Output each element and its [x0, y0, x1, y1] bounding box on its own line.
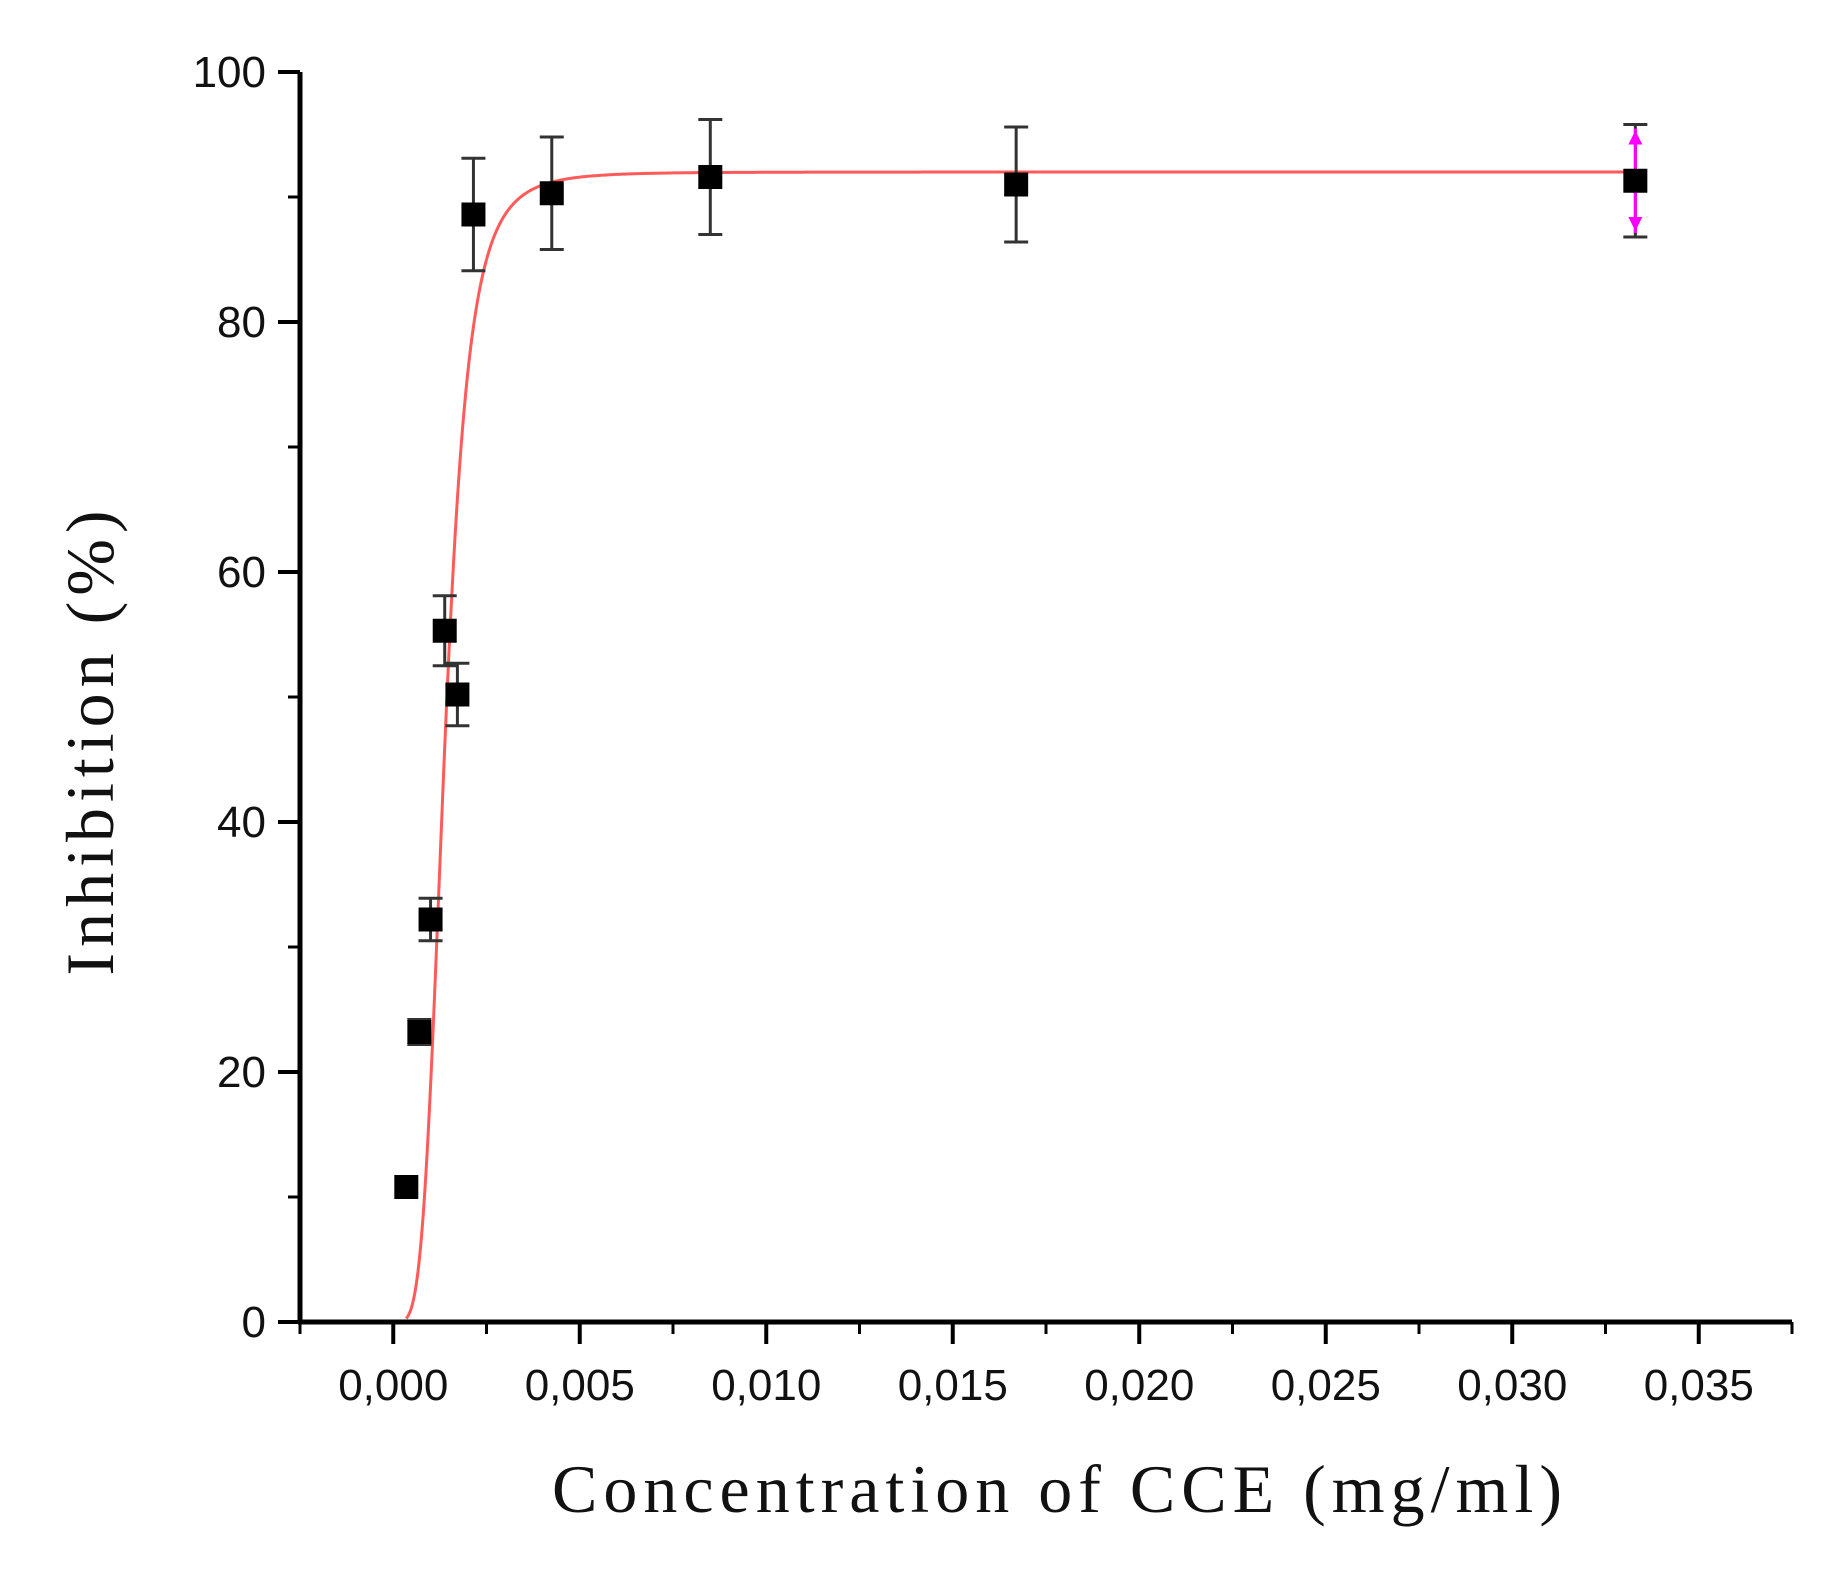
x-tick-label: 0,000	[338, 1361, 448, 1410]
x-axis-title: Concentration of CCE (mg/ml)	[552, 1451, 1568, 1527]
data-point	[394, 1175, 419, 1199]
data-point	[1004, 172, 1029, 197]
fit-curve	[404, 170, 1636, 1320]
x-tick-label: 0,035	[1644, 1361, 1754, 1410]
data-point	[418, 907, 443, 932]
data-point	[407, 1020, 432, 1044]
data-point	[432, 618, 457, 643]
x-tick-label: 0,020	[1084, 1361, 1194, 1410]
x-tick-label: 0,025	[1271, 1361, 1381, 1410]
error-bars	[407, 118, 1648, 1046]
highlight-arrow-up	[1628, 130, 1643, 145]
data-point	[461, 202, 486, 227]
y-tick-label: 20	[217, 1048, 266, 1097]
x-tick-label: 0,030	[1457, 1361, 1567, 1410]
tick-marks	[278, 70, 1794, 1344]
data-point	[445, 682, 470, 707]
fit-curve-group	[404, 170, 1636, 1320]
tick-labels: 0 20 40 60 80 100 0,000 0,005 0,010 0,015 0,020 0,0…	[193, 48, 1754, 1410]
data-point	[698, 165, 723, 189]
highlight-arrow-down	[1628, 217, 1643, 231]
y-tick-label: 60	[217, 548, 266, 597]
x-tick-label: 0,005	[525, 1361, 635, 1410]
x-tick-label: 0,015	[898, 1361, 1008, 1410]
data-points	[394, 165, 1648, 1199]
data-point	[1623, 168, 1648, 193]
y-tick-label: 100	[193, 48, 266, 97]
data-point	[539, 181, 564, 206]
x-tick-label: 0,010	[711, 1361, 821, 1410]
axes	[297, 72, 1792, 1325]
y-tick-label: 80	[217, 298, 266, 347]
y-axis-title: Inhibition (%)	[52, 504, 128, 975]
y-tick-label: 40	[217, 798, 266, 847]
y-tick-label: 0	[242, 1298, 266, 1347]
